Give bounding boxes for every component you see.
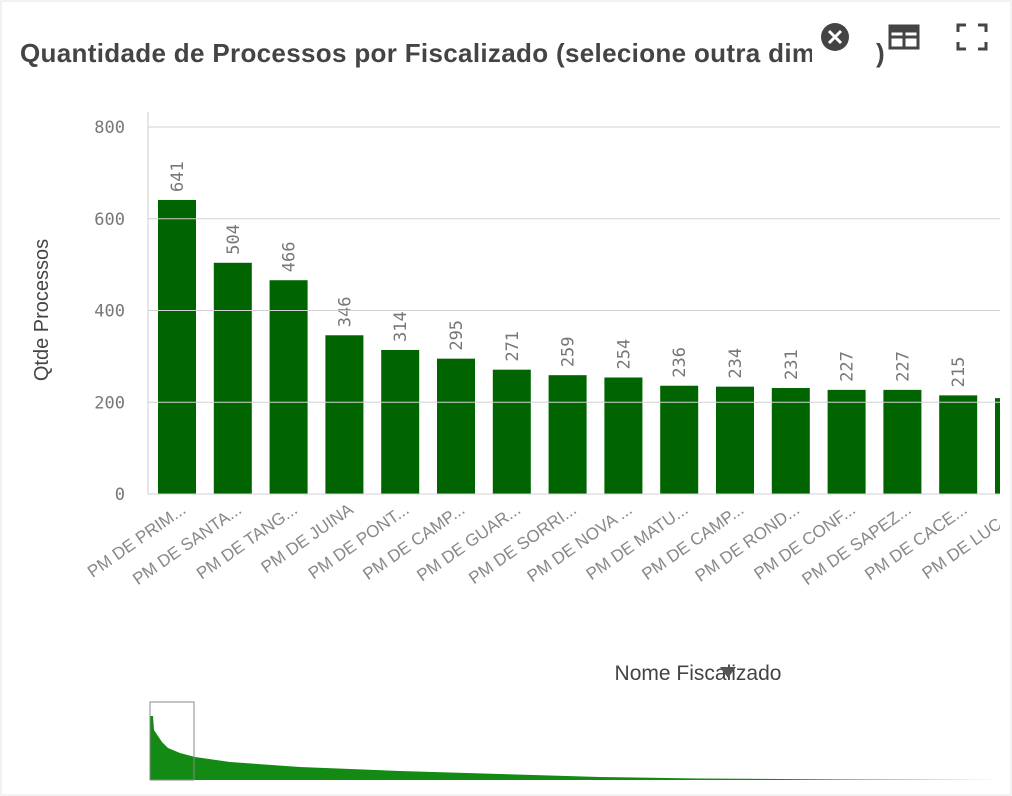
bar [269, 280, 308, 494]
value-label: 641 [168, 161, 188, 192]
mini-area [150, 716, 998, 780]
value-label: 346 [335, 297, 355, 328]
value-label: 466 [280, 242, 300, 273]
value-label: 236 [670, 347, 690, 378]
value-label: 504 [224, 224, 244, 255]
value-label: 234 [726, 348, 746, 379]
title-tail: ) [876, 38, 885, 68]
fullscreen-icon[interactable] [956, 23, 988, 51]
bar [492, 369, 531, 494]
value-label: 271 [503, 331, 523, 362]
value-label: 227 [838, 351, 858, 382]
mini-chart [149, 701, 998, 781]
close-x [827, 29, 843, 45]
y-tick-label: 800 [94, 118, 125, 138]
value-label: 215 [949, 357, 969, 388]
y-tick-label: 0 [115, 485, 125, 505]
bar [883, 389, 922, 494]
value-label: 314 [391, 311, 411, 342]
bar [771, 388, 810, 494]
bar [325, 335, 364, 494]
bar [939, 395, 978, 494]
chart-title: Quantidade de Processos por Fiscalizado … [20, 38, 815, 68]
bar [548, 375, 587, 494]
bar [437, 358, 475, 494]
bar [213, 262, 252, 494]
y-tick-label: 400 [94, 302, 125, 322]
bar [995, 398, 1000, 494]
value-label: 227 [893, 351, 913, 382]
mini-selector[interactable] [149, 701, 195, 781]
toolbar: ) [812, 15, 1002, 68]
value-label: 254 [614, 339, 634, 370]
y-tick-label: 200 [94, 393, 125, 413]
y-tick-label: 600 [94, 210, 125, 230]
value-label: 231 [782, 349, 802, 380]
dropdown-arrow[interactable] [720, 667, 736, 678]
y-axis-label: Qtde Processos [31, 239, 53, 381]
bar [660, 385, 699, 494]
bar [381, 349, 420, 494]
bar [158, 199, 196, 494]
table-icon[interactable] [888, 24, 920, 50]
bar [827, 389, 866, 494]
x-axis-label: Nome Fiscalizado [615, 662, 782, 685]
bar [716, 386, 754, 494]
value-label: 295 [447, 320, 467, 351]
value-label: 259 [559, 336, 579, 367]
bar [604, 377, 643, 494]
